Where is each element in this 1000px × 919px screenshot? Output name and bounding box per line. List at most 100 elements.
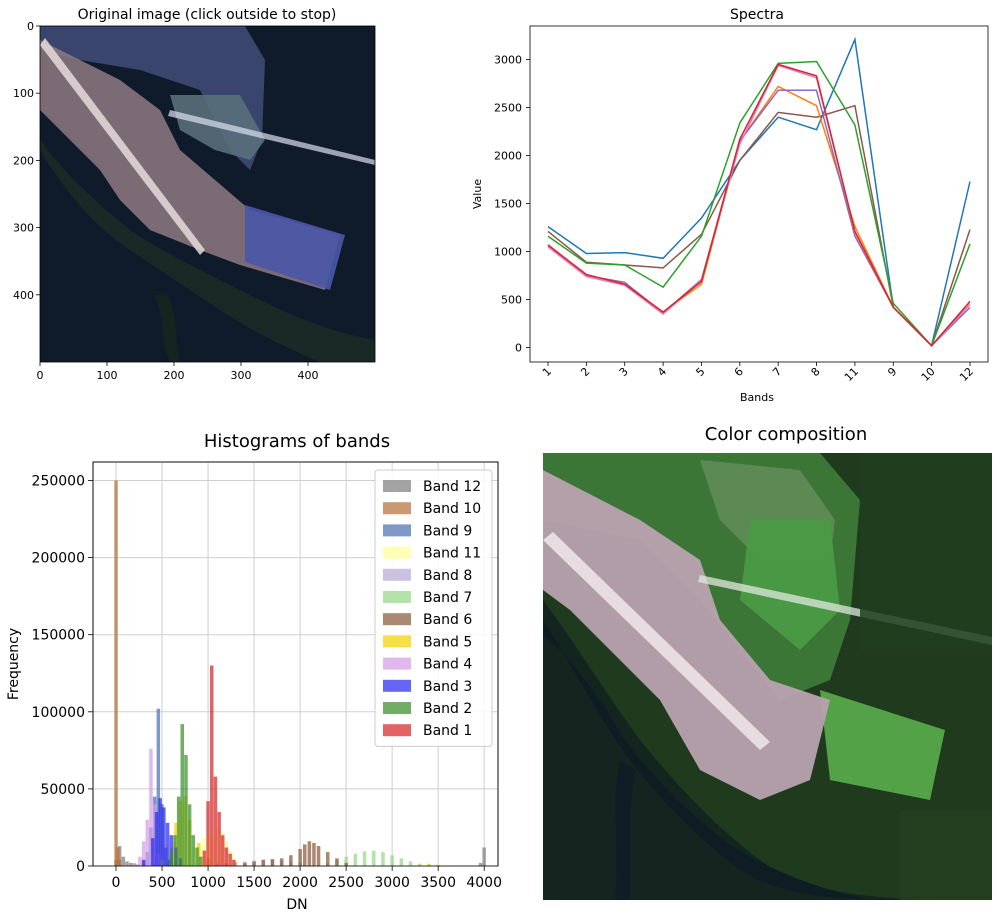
histogram-legend-label: Band 10 [423,501,481,517]
histogram-y-tick-label: 150000 [32,628,85,644]
histogram-bar [270,859,275,866]
histogram-bar [353,853,358,866]
original-y-tick-label: 300 [13,222,34,235]
histogram-legend-label: Band 3 [423,679,472,695]
histogram-bar [217,812,221,866]
histogram-y-label: Frequency [6,628,22,700]
histogram-bar [129,862,133,866]
histogram-bar [136,864,140,866]
original-y-tick-label: 100 [13,87,34,100]
histogram-bar [191,835,196,866]
histogram-bar [145,819,150,866]
original-y-ticks: 0 100 200 300 400 [13,20,40,302]
histogram-x-ticks: 0 500 1000 1500 2000 2500 3000 3500 4000 [112,866,502,891]
histogram-x-tick-label: 4000 [466,875,502,891]
histogram-legend-swatch [383,702,411,714]
histogram-bars [114,480,486,866]
histogram-bar [138,856,142,866]
histogram-bar [152,804,157,866]
histogram-bar [114,480,118,866]
spectra-x-label: Bands [740,391,774,404]
histogram-bar [132,862,137,866]
histogram-bar [117,859,122,866]
histogram-legend-swatch [383,679,411,692]
histogram-bar [176,796,181,866]
histogram-legend-swatch [383,613,411,626]
histogram-bar [173,835,177,866]
spectra-x-tick-label: 7 [770,365,784,379]
spectra-x-tick-label: 6 [732,365,746,379]
spectra-x-tick-label: 5 [693,365,707,379]
histogram-x-tick-label: 500 [149,875,176,891]
histogram-bar [198,856,203,866]
histogram-x-tick-label: 3500 [420,875,456,891]
histogram-bar [178,858,183,866]
histogram-x-tick-label: 1500 [236,875,272,891]
histogram-legend-swatch [383,502,411,515]
histogram-legend-label: Band 9 [423,523,472,539]
histogram-legend-label: Band 7 [423,590,472,606]
original-y-tick-label: 400 [13,289,34,302]
histogram-bar [344,856,348,866]
histogram-legend-label: Band 2 [423,701,472,717]
histogram-bar [160,859,164,866]
spectra-x-tick-label: 8 [809,365,823,379]
histogram-bar [478,862,483,866]
histogram-legend-swatch [383,568,411,581]
original-image-title: Original image (click outside to stop) [78,7,337,23]
histogram-bar [307,841,312,866]
histogram-legend-label: Band 6 [423,612,472,628]
histogram-x-tick-label: 0 [112,875,121,891]
spectra-title: Spectra [730,7,784,23]
spectra-y-tick-label: 500 [501,294,522,307]
spectra-x-tick-label: 10 [919,365,938,384]
histogram-bar [165,822,170,866]
histogram-bar [326,852,330,866]
histogram-legend-label: Band 1 [423,723,472,739]
spectra-series-lines [547,36,971,348]
histogram-bar [180,724,184,866]
histogram-legend-swatch [383,657,411,670]
spectra-x-tick-label: 1 [540,365,554,379]
spectra-x-ticks: 1 2 3 4 5 6 7 8 11 9 10 12 [540,362,976,384]
histogram-bar [233,862,238,866]
original-x-tick-label: 0 [37,369,44,382]
histogram-bar [418,864,422,866]
histogram-legend-swatch [383,524,411,537]
histogram-y-tick-label: 0 [76,859,85,875]
histogram-x-tick-label: 1000 [190,875,226,891]
histogram-x-tick-label: 2000 [282,875,318,891]
histogram-bar [372,850,376,866]
histogram-bar [427,863,431,866]
histogram-x-tick-label: 3000 [374,875,410,891]
histogram-bar [158,798,162,866]
histogram-bar [232,859,236,866]
histogram-bar [312,842,316,866]
histogram-bar [156,853,161,866]
original-satellite-image[interactable] [40,26,375,362]
spectra-y-tick-label: 0 [515,342,522,355]
histogram-bar [162,807,166,866]
histogram-bar [436,864,440,866]
histogram-bar [197,842,201,866]
original-x-tick-label: 100 [97,369,118,382]
spectra-x-tick-label: 3 [617,365,631,379]
histogram-y-tick-label: 50000 [40,782,85,798]
histogram-bar [210,665,214,866]
histogram-x-label: DN [286,897,307,913]
histogram-bar [117,846,122,866]
spectra-x-tick-label: 12 [957,365,976,384]
spectra-plot-frame [529,25,989,363]
histogram-legend-label: Band 8 [423,568,472,584]
spectra-x-tick-label: 2 [578,365,592,379]
histogram-y-tick-label: 250000 [32,474,85,490]
histogram-title: Histograms of bands [204,431,390,452]
original-image-panel[interactable]: Original image (click outside to stop) 0… [13,7,376,382]
histogram-bar [125,861,129,866]
histogram-bar [390,855,394,866]
original-x-tick-label: 400 [298,369,319,382]
histogram-bar [116,847,120,866]
histogram-bar [261,859,265,866]
histogram-bar [399,858,404,866]
histogram-bar [362,851,367,866]
